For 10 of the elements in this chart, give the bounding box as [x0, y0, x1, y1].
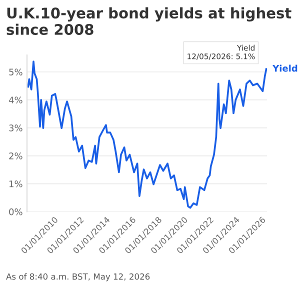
y-tick-label: 3%: [9, 124, 22, 132]
y-tick-label: 0%: [9, 208, 22, 216]
series-label: Yield: [272, 64, 298, 72]
text: As of 8:40 a.m. BST, May 12, 2026: [6, 273, 150, 282]
y-tick-label: 5%: [9, 68, 22, 76]
y-tick-label: 4%: [8, 96, 22, 104]
line-series: [27, 60, 267, 209]
y-tick-label: 1%: [10, 180, 22, 188]
chart-title: U.K.10-year bond yields at highest since 2008: [6, 7, 292, 35]
y-tick-label: 2%: [9, 152, 22, 160]
